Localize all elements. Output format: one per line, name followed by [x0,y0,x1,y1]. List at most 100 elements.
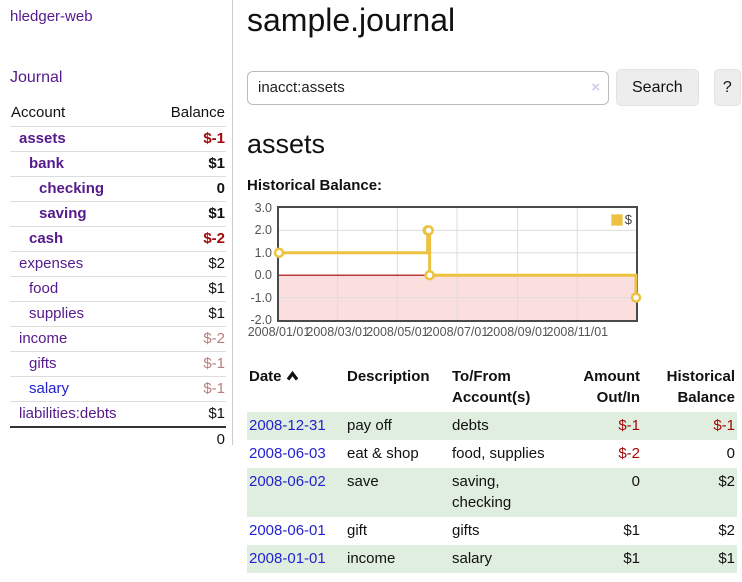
sidebar: hledger-web Journal Account Balance asse… [0,0,233,448]
account-balance: $-2 [203,230,225,247]
account-row: bank $1 [10,151,226,176]
account-balance: 0 [216,180,225,197]
account-link-bank[interactable]: bank [29,155,65,172]
register-row: 2008-06-02 save saving, checking 0 $2 [247,468,737,517]
register-header-description: Description [347,368,430,385]
search-button[interactable]: Search [616,69,699,106]
account-link-saving[interactable]: saving [39,205,87,222]
register-row: 2008-06-01 gift gifts $1 $2 [247,517,737,545]
account-link-liabilities-debts[interactable]: liabilities:debts [19,405,117,422]
transaction-balance: $2 [718,522,735,539]
register-header-amount: Amount Out/In [583,368,640,406]
chart-title: Historical Balance: [247,177,383,194]
help-button[interactable]: ? [713,69,741,106]
accounts-total-row: 0 [10,426,226,452]
account-link-supplies[interactable]: supplies [29,305,85,322]
transaction-date-link[interactable]: 2008-06-01 [249,522,326,539]
transaction-description: income [347,550,396,567]
chart-legend: $ [610,212,632,227]
account-balance: $1 [208,305,225,322]
account-balance: $-1 [203,380,225,397]
register-row: 2008-12-31 pay off debts $-1 $-1 [247,412,737,440]
account-row: supplies $1 [10,301,226,326]
account-balance: $2 [208,255,225,272]
account-row: income $-2 [10,326,226,351]
transaction-date-link[interactable]: 2008-06-03 [249,445,326,462]
account-row: assets $-1 [10,126,226,151]
account-row: salary $-1 [10,376,226,401]
brand-link[interactable]: hledger-web [10,8,93,25]
accounts-table-header: Account Balance [10,101,226,126]
account-link-assets[interactable]: assets [19,130,66,147]
account-balance: $-2 [203,330,225,347]
account-balance: $1 [208,405,225,422]
page-title: sample.journal [247,2,456,38]
account-row: expenses $2 [10,251,226,276]
sort-ascending-icon [286,366,299,387]
account-balance: $1 [208,280,225,297]
account-link-cash[interactable]: cash [29,230,64,247]
transaction-balance: 0 [726,445,735,462]
accounts-total-value: 0 [216,431,225,448]
search-form: × Search ? [247,69,741,106]
transaction-balance: $1 [718,550,735,567]
account-row: liabilities:debts $1 [10,401,226,426]
account-link-income[interactable]: income [19,330,68,347]
transaction-amount: $1 [623,550,640,567]
account-row: gifts $-1 [10,351,226,376]
search-input[interactable] [247,70,609,105]
transaction-amount: $-1 [618,417,640,434]
register-header-accounts: To/From Account(s) [452,368,531,406]
account-title: assets [247,129,326,159]
register-row: 2008-01-01 income salary $1 $1 [247,545,737,573]
account-link-gifts[interactable]: gifts [29,355,57,372]
transaction-description: pay off [347,417,392,434]
balance-column-header: Balance [170,104,225,121]
transaction-accounts: debts [452,417,489,434]
series-swatch-icon [610,213,623,226]
legend-label: $ [624,212,632,227]
chart-plot-area: $ [273,206,642,322]
transaction-balance: $-1 [713,417,735,434]
transaction-accounts: saving, checking [452,473,512,511]
transaction-description: save [347,473,379,490]
account-link-expenses[interactable]: expenses [19,255,84,272]
account-balance: $-1 [203,355,225,372]
transaction-accounts: gifts [452,522,480,539]
account-balance: $1 [208,205,225,222]
account-column-header: Account [11,104,66,121]
account-link-checking[interactable]: checking [39,180,105,197]
clear-search-icon[interactable]: × [591,78,600,96]
transaction-accounts: salary [452,550,493,567]
register-header-row: Date Description To/From Account(s) Amou… [247,363,737,412]
register-header-balance: Historical Balance [666,368,735,406]
transaction-amount: $1 [623,522,640,539]
transaction-accounts: food, supplies [452,445,545,462]
transaction-date-link[interactable]: 2008-06-02 [249,473,326,490]
transaction-description: gift [347,522,368,539]
chart-y-axis: 3.0 2.0 1.0 0.0 -1.0 -2.0 [250,201,272,327]
account-link-salary[interactable]: salary [29,380,70,397]
transaction-balance: $2 [718,473,735,490]
transaction-amount: $-2 [618,445,640,462]
transaction-description: eat & shop [347,445,419,462]
transaction-date-link[interactable]: 2008-01-01 [249,550,326,567]
accounts-table: Account Balance assets $-1 bank $1 check… [10,101,226,452]
sidebar-item-journal[interactable]: Journal [10,69,63,86]
account-link-food[interactable]: food [29,280,59,297]
transaction-amount: 0 [631,473,640,490]
account-row: cash $-2 [10,226,226,251]
account-row: food $1 [10,276,226,301]
register-header-date[interactable]: Date [247,363,345,412]
account-row: saving $1 [10,201,226,226]
account-balance: $-1 [203,130,225,147]
register-row: 2008-06-03 eat & shop food, supplies $-2… [247,440,737,468]
historical-balance-chart: 3.0 2.0 1.0 0.0 -1.0 -2.0 $ 2008/01/01 2008/03… [247,201,717,346]
account-row: checking 0 [10,176,226,201]
account-balance: $1 [208,155,225,172]
main-content: sample.journal × Search ? assets Histori… [233,0,741,573]
transaction-date-link[interactable]: 2008-12-31 [249,417,326,434]
chart-x-axis: 2008/01/01 2008/03/01 2008/05/01 2008/07/01… [247,325,609,339]
register-table: Date Description To/From Account(s) Amou… [247,363,737,573]
